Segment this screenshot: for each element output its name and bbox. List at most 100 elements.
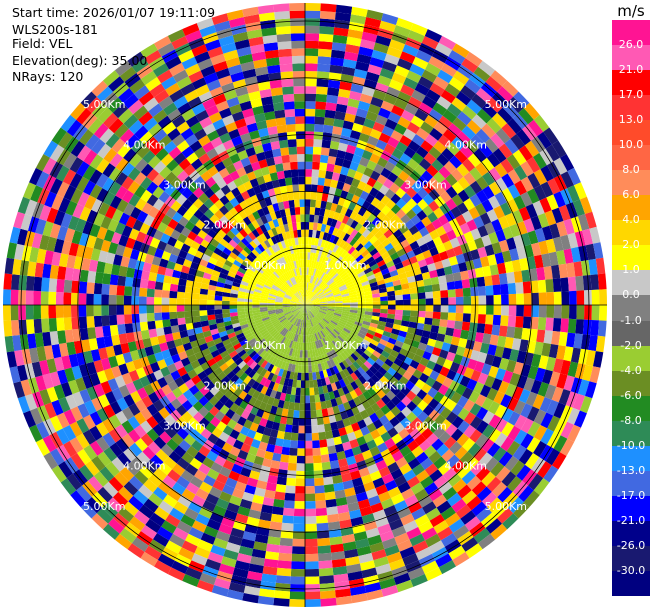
velocity-cell	[144, 50, 162, 65]
velocity-cell	[252, 415, 262, 425]
velocity-cell	[346, 144, 357, 155]
velocity-cell	[513, 195, 526, 210]
velocity-cell	[567, 167, 581, 186]
velocity-cell	[202, 500, 216, 512]
velocity-cell	[187, 369, 198, 379]
colorbar-tick-label: -2.0	[620, 338, 642, 352]
velocity-cell	[148, 272, 158, 282]
velocity-cell	[223, 287, 232, 294]
velocity-cell	[395, 198, 407, 209]
velocity-cell	[387, 300, 396, 305]
velocity-cell	[505, 212, 517, 227]
velocity-cell	[248, 90, 261, 101]
velocity-cell	[291, 277, 296, 285]
velocity-cell	[355, 538, 370, 549]
velocity-cell	[319, 306, 328, 309]
colorbar-tick-label: -21.0	[616, 513, 646, 527]
velocity-cell	[293, 268, 298, 277]
velocity-cell	[254, 533, 269, 544]
velocity-cell	[265, 323, 274, 330]
velocity-cell	[303, 267, 305, 275]
velocity-cell	[549, 223, 561, 239]
velocity-cell	[260, 580, 276, 591]
velocity-cell	[263, 333, 272, 341]
velocity-cell	[65, 200, 78, 216]
velocity-cell	[294, 252, 298, 261]
velocity-cell	[238, 219, 248, 229]
velocity-cell	[482, 333, 492, 345]
velocity-cell	[332, 34, 348, 44]
velocity-cell	[290, 305, 298, 308]
velocity-cell	[274, 306, 283, 309]
velocity-cell	[238, 210, 248, 220]
velocity-cell	[208, 319, 217, 326]
velocity-cell	[103, 335, 113, 348]
velocity-cell	[339, 370, 347, 379]
velocity-cell	[268, 295, 276, 299]
velocity-cell	[191, 77, 207, 90]
velocity-cell	[89, 372, 101, 387]
velocity-cell	[317, 313, 324, 319]
nrays-label: NRays: 120	[12, 69, 84, 84]
velocity-cell	[421, 427, 434, 440]
velocity-cell	[222, 366, 233, 376]
velocity-cell	[551, 264, 561, 279]
velocity-cell	[234, 481, 247, 492]
velocity-cell	[372, 239, 382, 248]
velocity-cell	[23, 410, 36, 428]
velocity-cell	[204, 335, 214, 343]
velocity-cell	[406, 187, 418, 199]
velocity-cell	[283, 377, 290, 387]
velocity-cell	[526, 437, 541, 453]
colorbar-swatch	[612, 20, 650, 46]
velocity-cell	[434, 260, 444, 270]
velocity-cell	[353, 68, 368, 79]
velocity-cell	[281, 369, 288, 378]
velocity-cell	[320, 3, 337, 13]
velocity-cell	[491, 355, 502, 368]
velocity-cell	[424, 344, 435, 354]
velocity-cell	[163, 275, 173, 284]
velocity-cell	[253, 455, 264, 466]
velocity-cell	[108, 476, 124, 492]
velocity-cell	[387, 295, 396, 301]
velocity-cell	[381, 394, 391, 405]
velocity-cell	[86, 209, 99, 224]
velocity-cell	[186, 273, 196, 282]
velocity-cell	[327, 307, 335, 310]
velocity-cell	[391, 433, 403, 445]
velocity-cell	[288, 146, 298, 155]
velocity-cell	[250, 438, 261, 449]
velocity-cell	[331, 330, 339, 337]
velocity-cell	[488, 195, 501, 209]
velocity-cell	[344, 175, 354, 186]
velocity-cell	[340, 190, 349, 200]
velocity-cell	[326, 325, 334, 332]
velocity-cell	[4, 335, 15, 353]
velocity-cell	[335, 301, 343, 304]
velocity-cell	[248, 337, 257, 345]
velocity-cell	[306, 282, 309, 291]
velocity-cell	[178, 278, 187, 287]
velocity-cell	[277, 201, 285, 211]
velocity-cell	[275, 575, 291, 584]
velocity-cell	[120, 256, 130, 268]
velocity-cell	[332, 357, 339, 366]
velocity-cell	[367, 463, 379, 475]
velocity-cell	[23, 182, 36, 200]
velocity-cell	[318, 169, 327, 179]
velocity-cell	[268, 276, 276, 283]
velocity-cell	[363, 183, 373, 194]
velocity-cell	[302, 312, 305, 320]
velocity-cell	[256, 424, 266, 435]
velocity-cell	[327, 306, 336, 309]
velocity-cell	[317, 537, 331, 547]
velocity-cell	[402, 310, 411, 316]
velocity-cell	[326, 94, 339, 104]
velocity-cell	[277, 368, 284, 377]
velocity-cell	[203, 198, 215, 209]
velocity-cell	[288, 254, 294, 262]
velocity-cell	[426, 164, 439, 177]
velocity-cell	[339, 81, 353, 91]
velocity-cell	[372, 180, 384, 191]
